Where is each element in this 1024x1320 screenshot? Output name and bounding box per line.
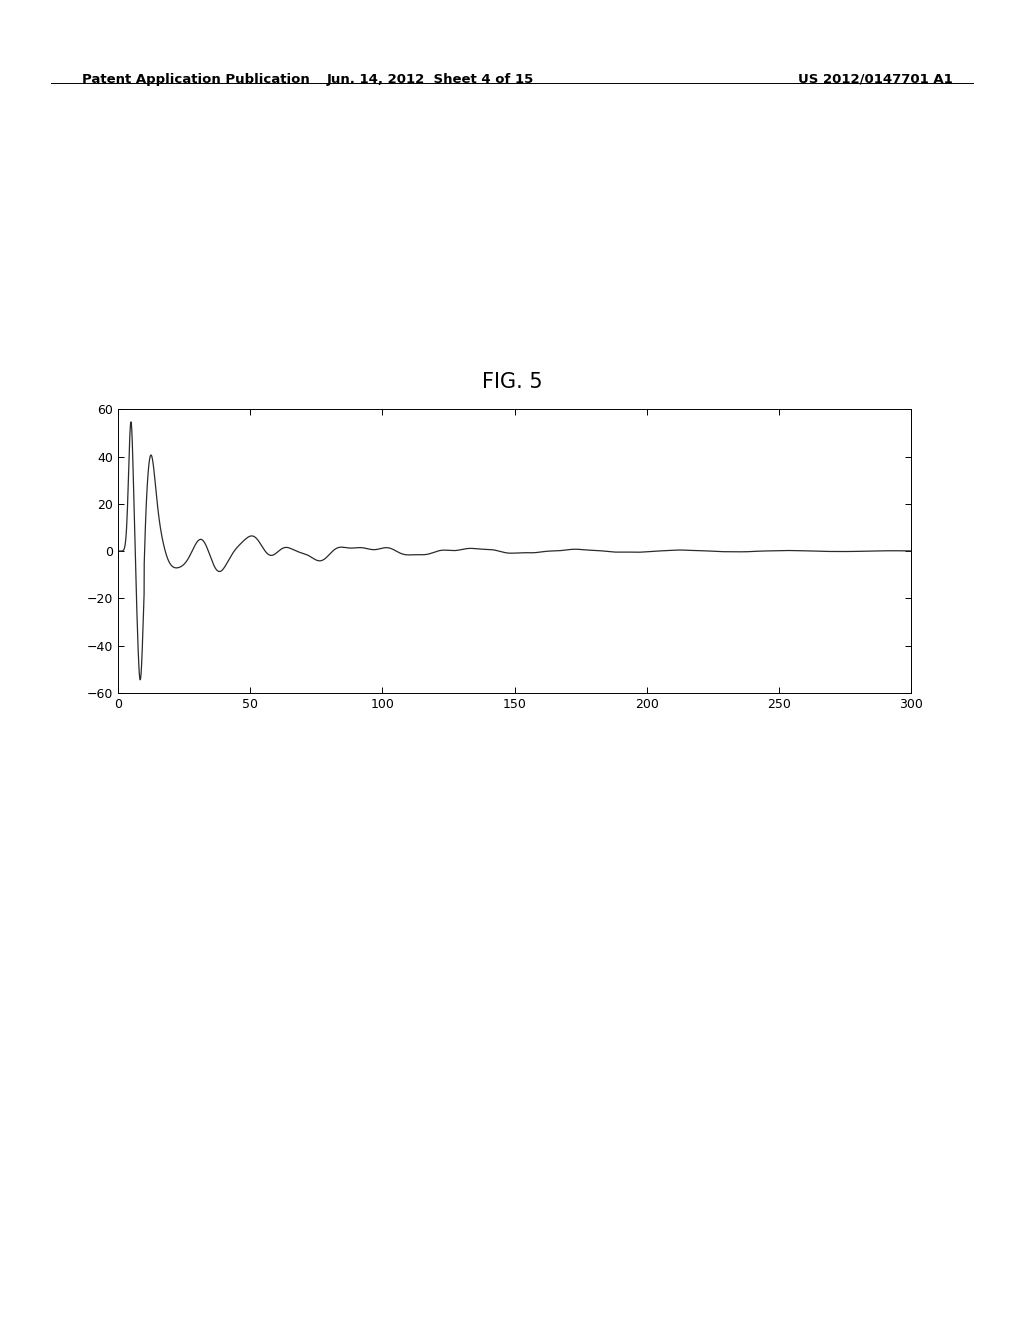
Text: FIG. 5: FIG. 5 xyxy=(481,372,543,392)
Text: Patent Application Publication: Patent Application Publication xyxy=(82,73,309,86)
Text: US 2012/0147701 A1: US 2012/0147701 A1 xyxy=(798,73,952,86)
Text: Jun. 14, 2012  Sheet 4 of 15: Jun. 14, 2012 Sheet 4 of 15 xyxy=(327,73,534,86)
